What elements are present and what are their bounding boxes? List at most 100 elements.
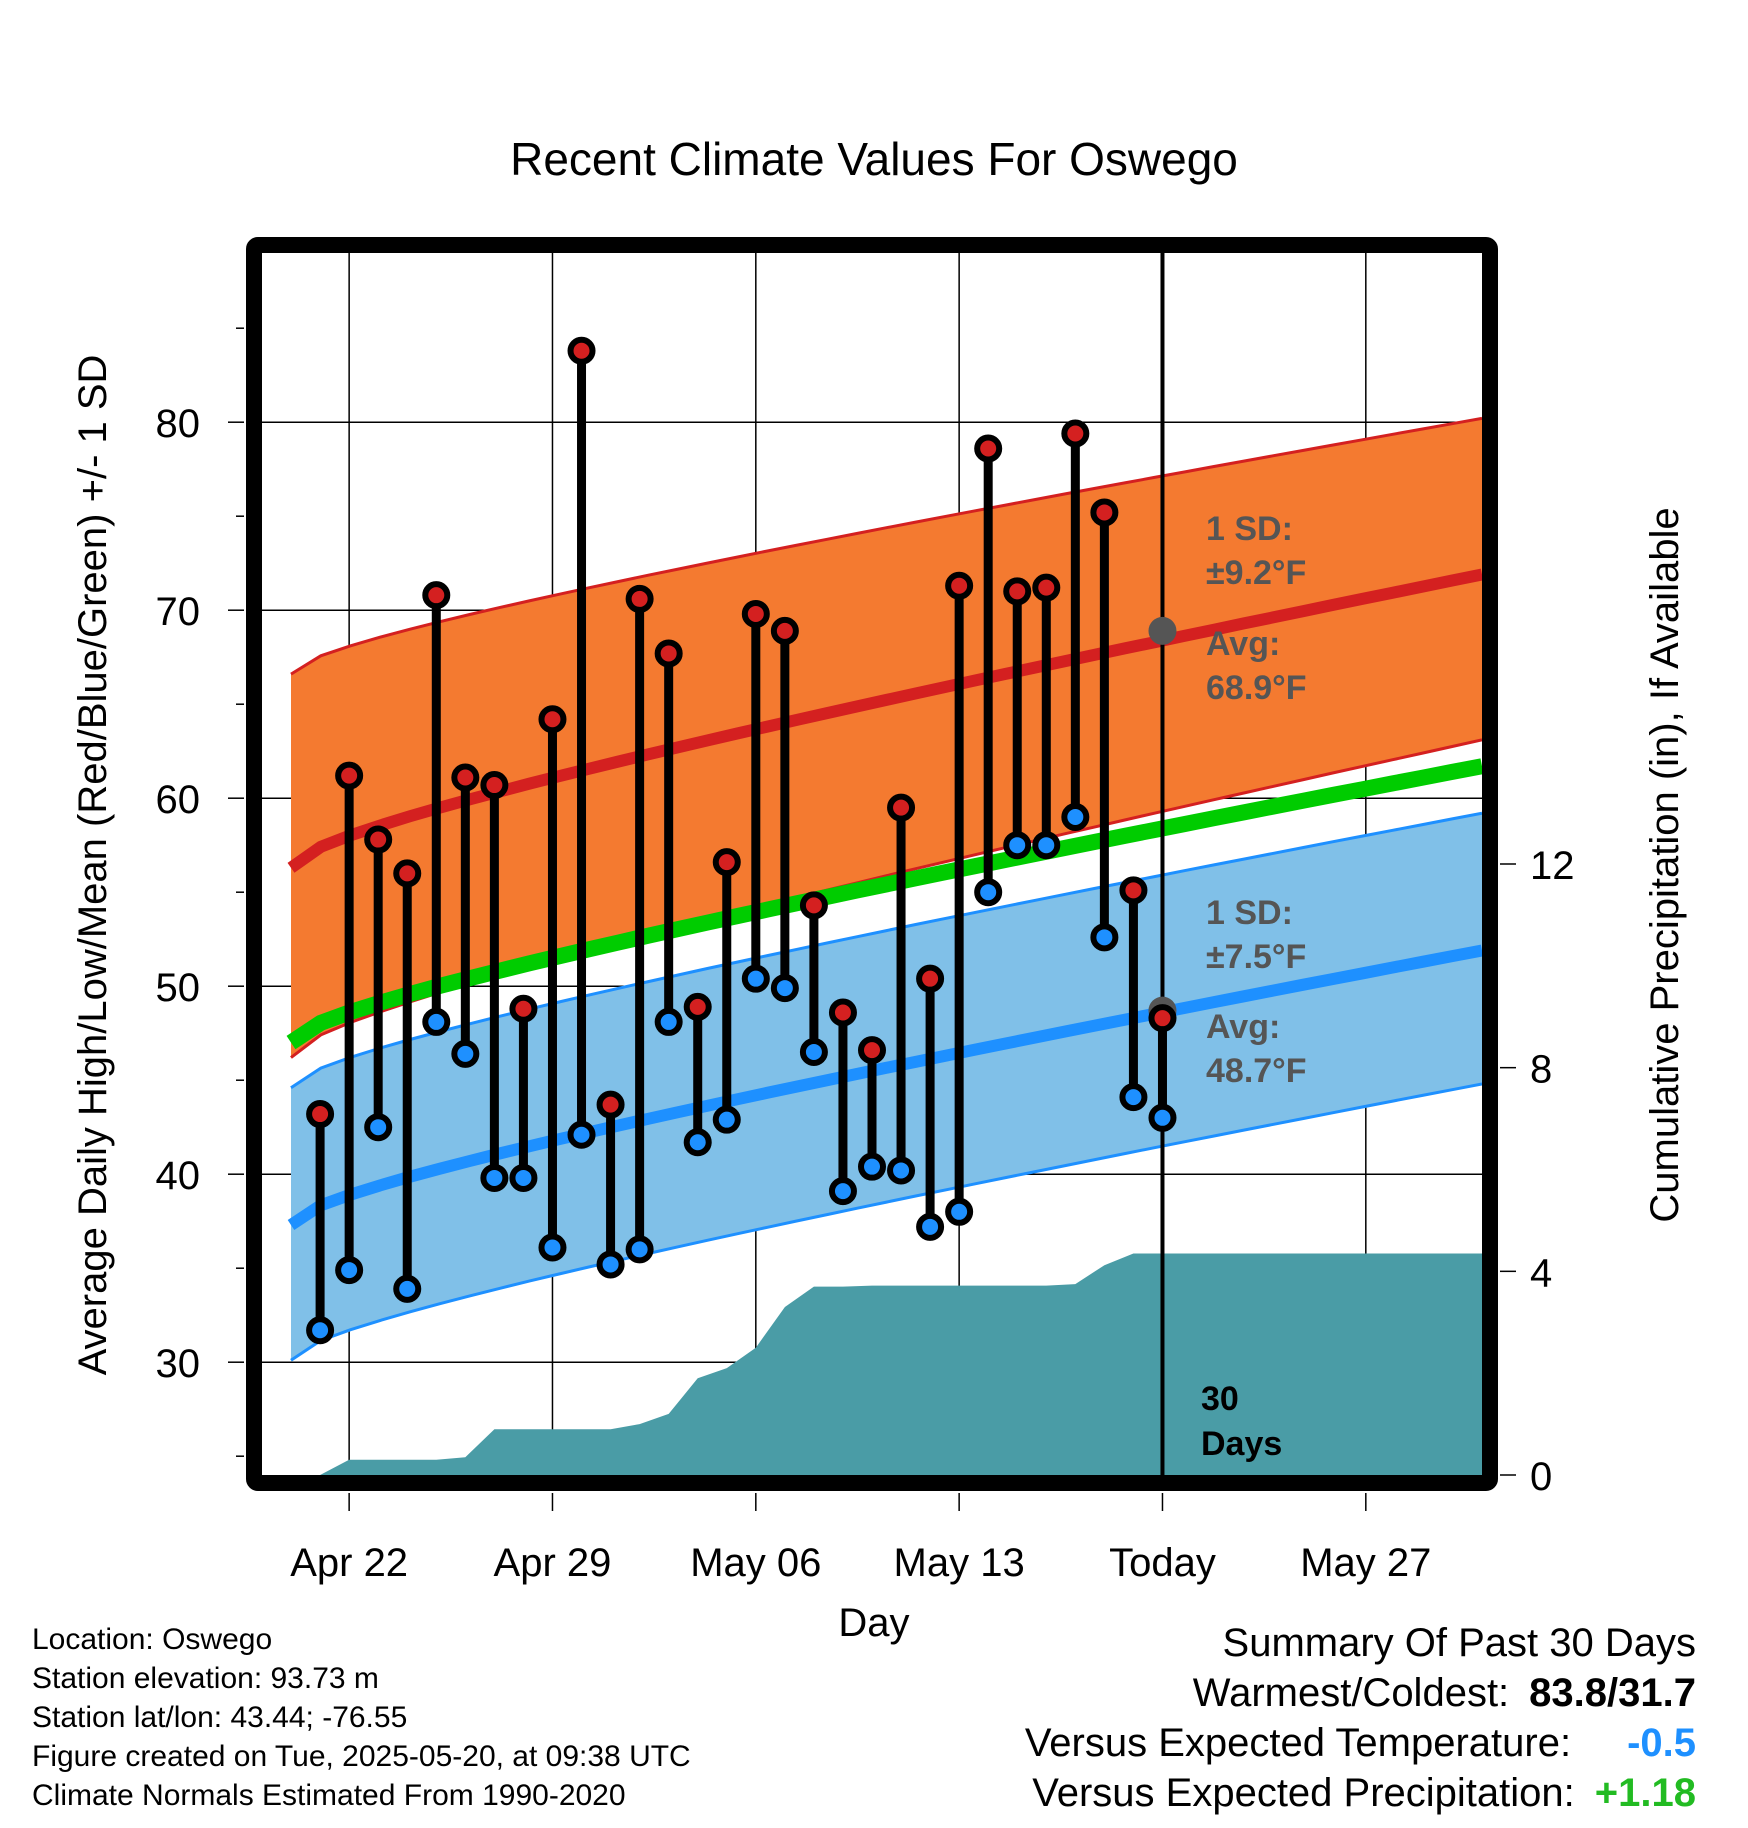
high-upper-line	[290, 416, 1482, 676]
low-point	[712, 1105, 741, 1134]
high-point	[1061, 419, 1090, 448]
high-point	[451, 763, 480, 792]
band-annotation: Avg:	[1206, 625, 1280, 663]
low-upper-line	[290, 811, 1482, 1089]
y-tick-label: 70	[156, 590, 201, 634]
low-point	[451, 1039, 480, 1068]
low-point	[1090, 923, 1119, 952]
band-annotation: 1 SD:	[1206, 510, 1293, 548]
high-point	[683, 992, 712, 1021]
low-point	[306, 1316, 335, 1345]
created-text: Figure created on Tue, 2025-05-20, at 09…	[32, 1740, 691, 1773]
low-sd-band	[291, 813, 1482, 1361]
low-point	[799, 1038, 828, 1066]
band-annotation: Avg:	[1206, 1008, 1280, 1046]
high-point	[625, 584, 654, 613]
low-point	[683, 1128, 712, 1157]
high-point	[335, 761, 364, 790]
y2-tick-label: 8	[1530, 1048, 1552, 1092]
low-point	[480, 1163, 509, 1192]
low-point	[945, 1197, 974, 1226]
high-point	[887, 793, 916, 822]
low-point	[858, 1152, 886, 1181]
y-tick-label: 80	[156, 402, 201, 446]
high-point	[1148, 1004, 1177, 1033]
low-point	[654, 1007, 683, 1036]
high-point	[422, 581, 451, 610]
high-point	[741, 599, 770, 628]
summary-precip-row: Versus Expected Precipitation: +1.18	[1025, 1768, 1696, 1818]
high-point	[916, 964, 945, 993]
chart-title: Recent Climate Values For Oswego	[510, 133, 1238, 185]
high-point	[1090, 498, 1119, 527]
summary-temp-row: Versus Expected Temperature: -0.5	[1025, 1718, 1696, 1768]
high-point	[1003, 577, 1032, 606]
y2-tick-label: 4	[1530, 1251, 1552, 1295]
high-point	[306, 1100, 335, 1129]
high-point	[393, 859, 422, 888]
station-info: Location: Oswego Station elevation: 93.7…	[32, 1620, 691, 1815]
x-tick-label: Apr 22	[290, 1541, 408, 1585]
low-normal-line	[287, 944, 1482, 1231]
high-point	[858, 1036, 886, 1065]
high-point	[654, 639, 683, 668]
high-point	[509, 994, 538, 1023]
high-sd-band	[291, 418, 1482, 1058]
precip-label: Versus Expected Precipitation:	[1032, 1771, 1575, 1815]
low-point	[770, 974, 799, 1003]
temp-label: Versus Expected Temperature:	[1024, 1721, 1572, 1765]
elevation-text: Station elevation: 93.73 m	[32, 1662, 379, 1695]
y2-axis-label: Cumulative Precipitation (in), If Availa…	[1643, 507, 1687, 1222]
x-tick-label: Today	[1109, 1541, 1216, 1585]
low-point	[364, 1113, 393, 1142]
summary-warmest-row: Warmest/Coldest: 83.8/31.7	[1025, 1668, 1696, 1718]
low-lower-line	[290, 1082, 1482, 1362]
location-text: Location: Oswego	[32, 1623, 273, 1656]
y2-tick-label: 0	[1530, 1455, 1552, 1499]
low-point	[393, 1274, 422, 1303]
high-point	[1119, 876, 1148, 905]
low-point	[1119, 1083, 1148, 1112]
y-axis-label: Average Daily High/Low/Mean (Red/Blue/Gr…	[71, 355, 115, 1376]
normals-text: Climate Normals Estimated From 1990-2020	[32, 1779, 626, 1812]
band-annotation: ±9.2°F	[1206, 554, 1306, 592]
x-tick-label: May 13	[894, 1541, 1025, 1585]
high-avg-marker	[1148, 616, 1177, 645]
high-point	[480, 771, 509, 800]
band-annotation: 68.9°F	[1206, 669, 1307, 707]
low-point	[596, 1250, 625, 1279]
low-point	[828, 1177, 857, 1206]
low-point	[1061, 803, 1090, 831]
summary-heading: Summary Of Past 30 Days	[1222, 1621, 1696, 1665]
band-annotation: ±7.5°F	[1206, 938, 1306, 976]
plot-frame	[246, 237, 1498, 1491]
low-point	[1032, 831, 1061, 860]
low-point	[335, 1256, 364, 1285]
x-tick-label: May 27	[1300, 1541, 1431, 1585]
low-point	[625, 1235, 654, 1264]
mean-normal-line	[286, 758, 1482, 1050]
y-tick-label: 30	[156, 1342, 201, 1386]
precipitation-area	[291, 1253, 1482, 1475]
x-tick-label: May 06	[690, 1541, 821, 1585]
warmest-label: Warmest/Coldest:	[1192, 1671, 1510, 1715]
high-point	[799, 891, 828, 920]
days-label: Days	[1201, 1425, 1282, 1463]
low-point	[538, 1233, 567, 1262]
temp-value: -0.5	[1627, 1721, 1696, 1765]
low-point	[741, 964, 770, 993]
y-tick-label: 40	[156, 1154, 201, 1198]
low-point	[422, 1007, 451, 1036]
band-annotation: 1 SD:	[1206, 894, 1293, 932]
high-point	[974, 434, 1003, 463]
high-point	[1032, 573, 1061, 602]
latlon-text: Station lat/lon: 43.44; -76.55	[32, 1701, 408, 1734]
low-point	[916, 1212, 945, 1241]
x-axis-label: Day	[838, 1601, 909, 1645]
precip-value: +1.18	[1594, 1771, 1696, 1815]
low-point	[887, 1156, 916, 1185]
high-point	[945, 571, 974, 600]
high-point	[596, 1090, 625, 1119]
days-label: 30	[1201, 1380, 1239, 1418]
